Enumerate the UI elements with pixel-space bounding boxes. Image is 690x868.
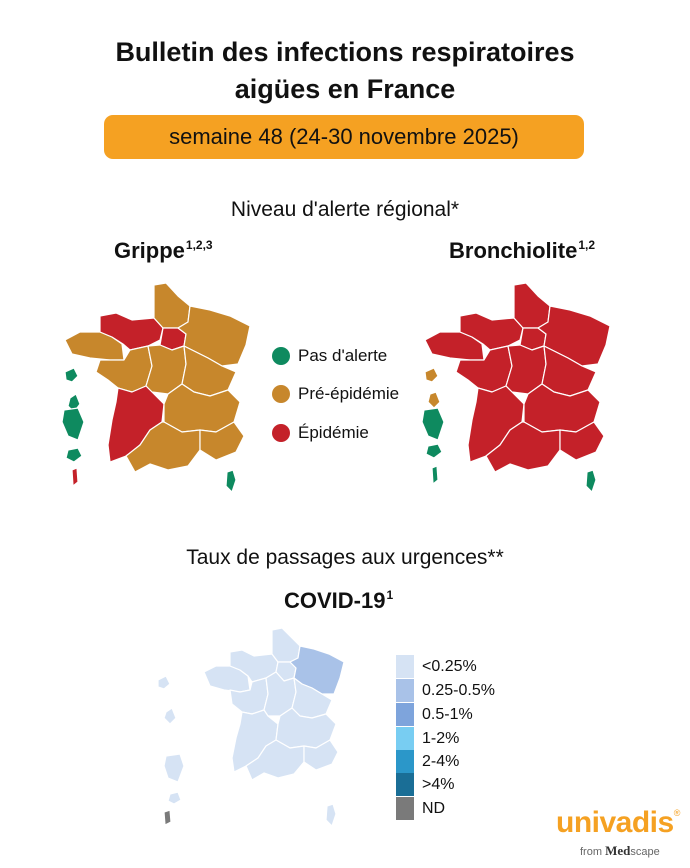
urgences-swatch bbox=[396, 773, 414, 796]
bronchiolite-region-paca bbox=[559, 421, 605, 461]
legend-swatch-pre-epidemie bbox=[272, 385, 290, 403]
urgences-legend-item: 0.25-0.5% bbox=[396, 679, 495, 702]
bronchiolite-region-martinique bbox=[427, 391, 441, 409]
grippe-title-text: Grippe bbox=[114, 238, 185, 263]
legend-item-pre-epidemie: Pré-épidémie bbox=[272, 384, 399, 404]
covid-region-grand-est bbox=[289, 645, 345, 695]
legend-label: Pré-épidémie bbox=[298, 384, 400, 403]
covid-region-paca bbox=[303, 739, 339, 771]
urgences-legend-item: ND bbox=[396, 797, 445, 820]
covid-title-text: COVID-19 bbox=[284, 588, 386, 613]
urgences-legend-item: 0.5-1% bbox=[396, 703, 473, 726]
legend-label: Pas d'alerte bbox=[298, 346, 388, 365]
bronchiolite-region-corse bbox=[585, 469, 597, 493]
bronchiolite-region-bretagne bbox=[424, 331, 485, 361]
covid-map-title: COVID-191 bbox=[284, 588, 393, 614]
covid-region-guadeloupe bbox=[157, 675, 171, 690]
urgences-legend-label: >4% bbox=[422, 775, 455, 793]
regional-alert-heading: Niveau d'alerte régional* bbox=[230, 198, 460, 221]
legend-item-epidemie: Épidémie bbox=[272, 423, 369, 443]
grippe-region-guadeloupe bbox=[64, 367, 79, 383]
univadis-logo: univadis® bbox=[556, 806, 680, 840]
urgences-heading: Taux de passages aux urgences** bbox=[186, 546, 504, 569]
brand-name: univadis bbox=[556, 806, 674, 839]
grippe-region-grand-est bbox=[177, 305, 251, 367]
title-line-2: aigües en France bbox=[234, 74, 456, 104]
bronchiolite-map bbox=[421, 282, 611, 493]
urgences-swatch bbox=[396, 727, 414, 750]
bronchiolite-map-title: Bronchiolite1,2 bbox=[449, 238, 595, 264]
grippe-region-normandie bbox=[99, 312, 164, 351]
urgences-legend-label: <0.25% bbox=[422, 657, 477, 675]
week-badge: semaine 48 (24-30 novembre 2025) bbox=[104, 115, 584, 159]
grippe-region-mayotte bbox=[71, 467, 79, 487]
grippe-region-guyane bbox=[61, 407, 85, 441]
grippe-region-la-reunion bbox=[65, 447, 83, 463]
brand-from: from bbox=[580, 846, 602, 858]
covid-title-refs: 1 bbox=[386, 588, 394, 602]
legend-item-pas-d-alerte: Pas d'alerte bbox=[272, 346, 387, 366]
covid-region-mayotte bbox=[163, 809, 172, 826]
urgences-legend-label: 2-4% bbox=[422, 752, 460, 770]
covid-region-martinique bbox=[163, 707, 177, 725]
legend-swatch-pas-d-alerte bbox=[272, 347, 290, 365]
bronchiolite-region-normandie bbox=[459, 312, 524, 351]
bronchiolite-region-mayotte bbox=[431, 465, 439, 485]
bronchiolite-region-hauts-de-france bbox=[513, 282, 551, 329]
bronchiolite-region-guadeloupe bbox=[424, 367, 439, 383]
brand-registered: ® bbox=[673, 808, 681, 818]
legend-swatch-epidemie bbox=[272, 424, 290, 442]
urgences-legend-label: 1-2% bbox=[422, 729, 460, 747]
grippe-region-paca bbox=[199, 421, 245, 461]
urgences-legend-item: 2-4% bbox=[396, 750, 459, 773]
medscape-logo: from Medscape bbox=[580, 843, 660, 859]
grippe-region-hauts-de-france bbox=[153, 282, 191, 329]
covid-region-bretagne bbox=[203, 665, 251, 693]
page-title: Bulletin des infections respiratoires ai… bbox=[0, 34, 690, 108]
brand-partner-a: Med bbox=[605, 843, 631, 858]
covid-region-la-reunion bbox=[167, 791, 182, 805]
bronchiolite-region-grand-est bbox=[537, 305, 611, 367]
urgences-swatch bbox=[396, 679, 414, 702]
grippe-map-title: Grippe1,2,3 bbox=[114, 238, 213, 264]
urgences-legend-label: 0.25-0.5% bbox=[422, 681, 495, 699]
brand-partner-b: scape bbox=[630, 846, 660, 858]
urgences-legend-label: ND bbox=[422, 799, 446, 817]
urgences-legend-item: <0.25% bbox=[396, 655, 477, 678]
bronchiolite-region-guyane bbox=[421, 407, 445, 441]
grippe-region-bretagne bbox=[64, 331, 125, 361]
grippe-map bbox=[61, 282, 251, 493]
bronchiolite-region-la-reunion bbox=[425, 443, 443, 459]
urgences-legend-item: >4% bbox=[396, 773, 454, 796]
grippe-title-refs: 1,2,3 bbox=[185, 238, 213, 252]
urgences-swatch bbox=[396, 703, 414, 726]
covid-map bbox=[157, 627, 345, 827]
legend-label: Épidémie bbox=[298, 423, 369, 442]
urgences-swatch bbox=[396, 655, 414, 678]
covid-region-corse bbox=[325, 803, 337, 827]
urgences-legend-item: 1-2% bbox=[396, 727, 459, 750]
covid-region-hauts-de-france bbox=[271, 627, 301, 663]
urgences-swatch bbox=[396, 797, 414, 820]
urgences-swatch bbox=[396, 750, 414, 773]
urgences-legend-label: 0.5-1% bbox=[422, 705, 473, 723]
covid-region-guyane bbox=[163, 753, 185, 783]
bronchiolite-title-refs: 1,2 bbox=[578, 238, 596, 252]
title-line-1: Bulletin des infections respiratoires bbox=[115, 37, 575, 67]
grippe-region-corse bbox=[225, 469, 237, 493]
bronchiolite-title-text: Bronchiolite bbox=[449, 238, 578, 263]
